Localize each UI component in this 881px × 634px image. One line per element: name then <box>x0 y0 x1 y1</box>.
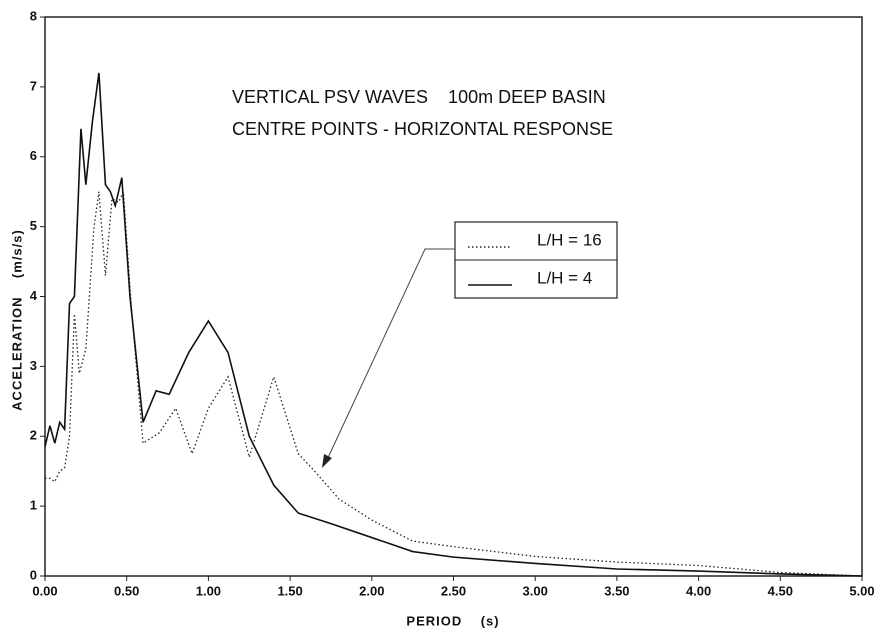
x-tick-label: 3.50 <box>604 583 629 598</box>
y-tick-label: 5 <box>30 218 37 233</box>
x-tick-label: 3.00 <box>523 583 548 598</box>
y-tick-label: 4 <box>30 288 38 303</box>
y-tick-label: 0 <box>30 567 37 582</box>
x-tick-label: 0.00 <box>32 583 57 598</box>
x-tick-label: 2.50 <box>441 583 466 598</box>
y-tick-label: 6 <box>30 148 37 163</box>
x-tick-label: 4.50 <box>768 583 793 598</box>
annotation-arrow <box>325 248 455 463</box>
series-line <box>45 189 863 577</box>
y-tick-label: 7 <box>30 78 37 93</box>
x-tick-label: 1.50 <box>277 583 302 598</box>
legend-label: L/H = 4 <box>537 268 592 287</box>
x-axis-label: PERIOD (s) <box>406 613 499 628</box>
x-tick-label: 0.50 <box>114 583 139 598</box>
y-tick-label: 1 <box>30 498 37 513</box>
arrow-head <box>322 454 332 468</box>
x-tick-label: 5.00 <box>849 583 874 598</box>
chart-title: VERTICAL PSV WAVES 100m DEEP BASIN <box>232 87 606 107</box>
y-axis-label: ACCELERATION (m/s/s) <box>9 229 24 411</box>
y-tick-label: 2 <box>30 428 37 443</box>
y-tick-label: 8 <box>30 8 37 23</box>
chart-subtitle: CENTRE POINTS - HORIZONTAL RESPONSE <box>232 119 613 139</box>
x-tick-label: 1.00 <box>196 583 221 598</box>
legend-label: L/H = 16 <box>537 230 602 249</box>
y-tick-label: 3 <box>30 358 37 373</box>
x-tick-label: 2.00 <box>359 583 384 598</box>
series-line <box>44 72 863 577</box>
x-tick-label: 4.00 <box>686 583 711 598</box>
